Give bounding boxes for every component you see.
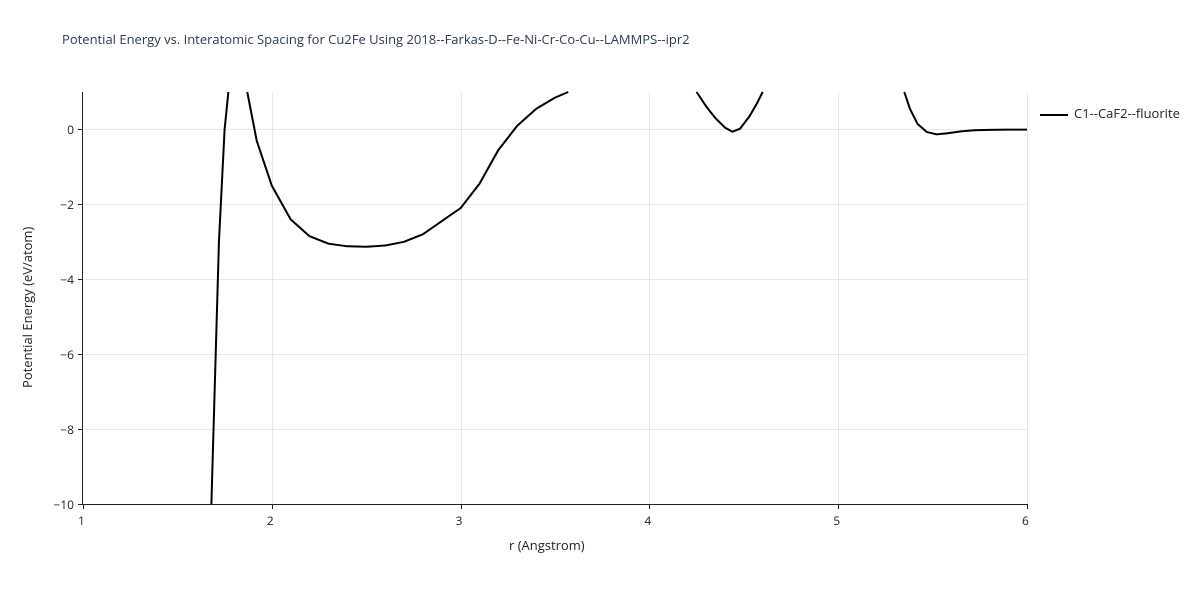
tick-y (78, 504, 83, 505)
chart-container: Potential Energy vs. Interatomic Spacing… (0, 0, 1200, 600)
xtick-label: 1 (78, 512, 85, 529)
tick-x (83, 504, 84, 509)
tick-x (838, 504, 839, 509)
tick-x (272, 504, 273, 509)
ytick-label: −4 (60, 271, 74, 288)
xtick-label: 3 (456, 512, 463, 529)
xtick-label: 5 (833, 512, 840, 529)
xtick-label: 4 (644, 512, 651, 529)
series-line (83, 92, 1027, 504)
ytick-label: −8 (60, 421, 74, 438)
ytick-label: −10 (53, 496, 74, 513)
tick-x (1027, 504, 1028, 509)
plot-area (82, 92, 1027, 505)
chart-title: Potential Energy vs. Interatomic Spacing… (62, 30, 690, 48)
ytick-label: −2 (60, 196, 74, 213)
tick-x (649, 504, 650, 509)
legend: C1--CaF2--fluorite (1040, 104, 1180, 122)
xtick-label: 2 (267, 512, 274, 529)
legend-swatch (1040, 114, 1068, 116)
y-axis-label: Potential Energy (eV/atom) (18, 227, 36, 388)
xtick-label: 6 (1022, 512, 1029, 529)
grid-v (1027, 92, 1028, 504)
ytick-label: 0 (67, 121, 74, 138)
x-axis-label: r (Angstrom) (509, 536, 585, 554)
legend-label: C1--CaF2--fluorite (1074, 104, 1180, 122)
ytick-label: −6 (60, 346, 74, 363)
tick-x (461, 504, 462, 509)
